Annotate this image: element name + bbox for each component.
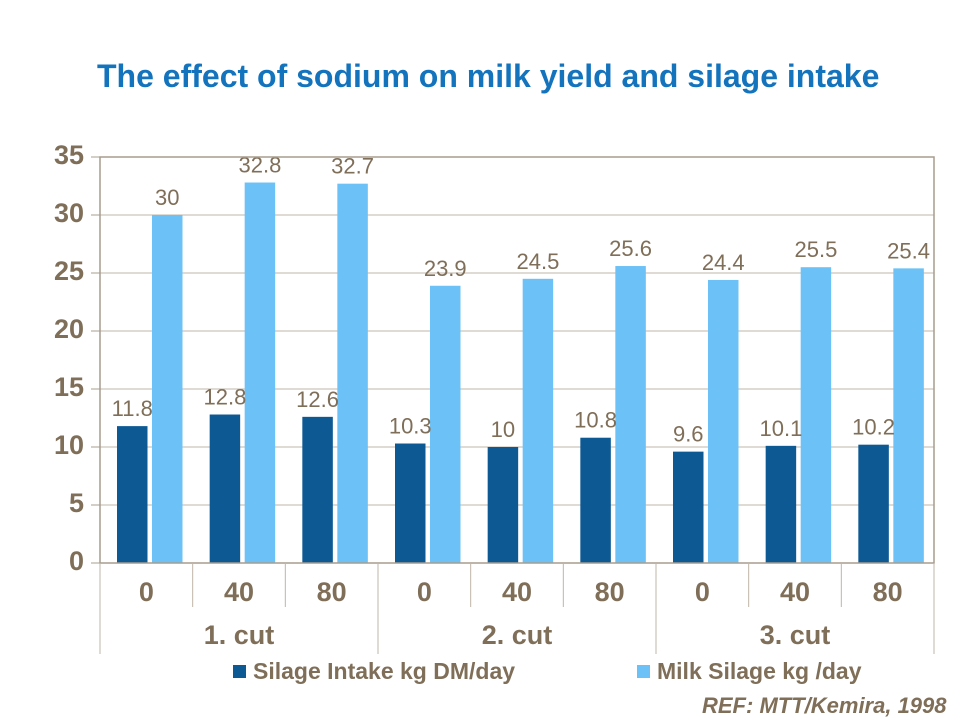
svg-text:10.8: 10.8 [574, 408, 617, 433]
svg-text:80: 80 [595, 577, 625, 607]
svg-text:25.5: 25.5 [795, 237, 838, 262]
svg-text:23.9: 23.9 [424, 256, 467, 281]
svg-text:25.4: 25.4 [887, 238, 930, 263]
svg-text:30: 30 [155, 185, 179, 210]
svg-text:20: 20 [54, 314, 84, 344]
svg-text:10.2: 10.2 [852, 415, 895, 440]
svg-text:24.5: 24.5 [517, 249, 560, 274]
svg-text:40: 40 [502, 577, 532, 607]
svg-text:1. cut: 1. cut [204, 620, 275, 650]
svg-text:80: 80 [317, 577, 347, 607]
svg-text:15: 15 [54, 372, 84, 402]
svg-text:25.6: 25.6 [609, 236, 652, 261]
svg-text:40: 40 [224, 577, 254, 607]
svg-text:5: 5 [69, 488, 84, 518]
svg-text:0: 0 [139, 577, 154, 607]
svg-text:11.8: 11.8 [112, 396, 153, 421]
svg-text:80: 80 [873, 577, 903, 607]
svg-text:10: 10 [54, 430, 84, 460]
svg-text:0: 0 [695, 577, 710, 607]
svg-text:12.6: 12.6 [296, 387, 339, 412]
svg-text:9.6: 9.6 [673, 422, 704, 447]
svg-text:10.3: 10.3 [389, 414, 432, 439]
svg-text:10.1: 10.1 [760, 416, 803, 441]
svg-text:3. cut: 3. cut [760, 620, 831, 650]
svg-text:30: 30 [54, 198, 84, 228]
svg-text:40: 40 [780, 577, 810, 607]
svg-text:12.8: 12.8 [204, 385, 247, 410]
svg-text:35: 35 [54, 140, 84, 170]
svg-text:0: 0 [417, 577, 432, 607]
svg-text:10: 10 [491, 417, 515, 442]
svg-text:25: 25 [54, 256, 84, 286]
svg-text:2. cut: 2. cut [482, 620, 553, 650]
svg-text:0: 0 [69, 546, 84, 576]
svg-text:24.4: 24.4 [702, 250, 745, 275]
